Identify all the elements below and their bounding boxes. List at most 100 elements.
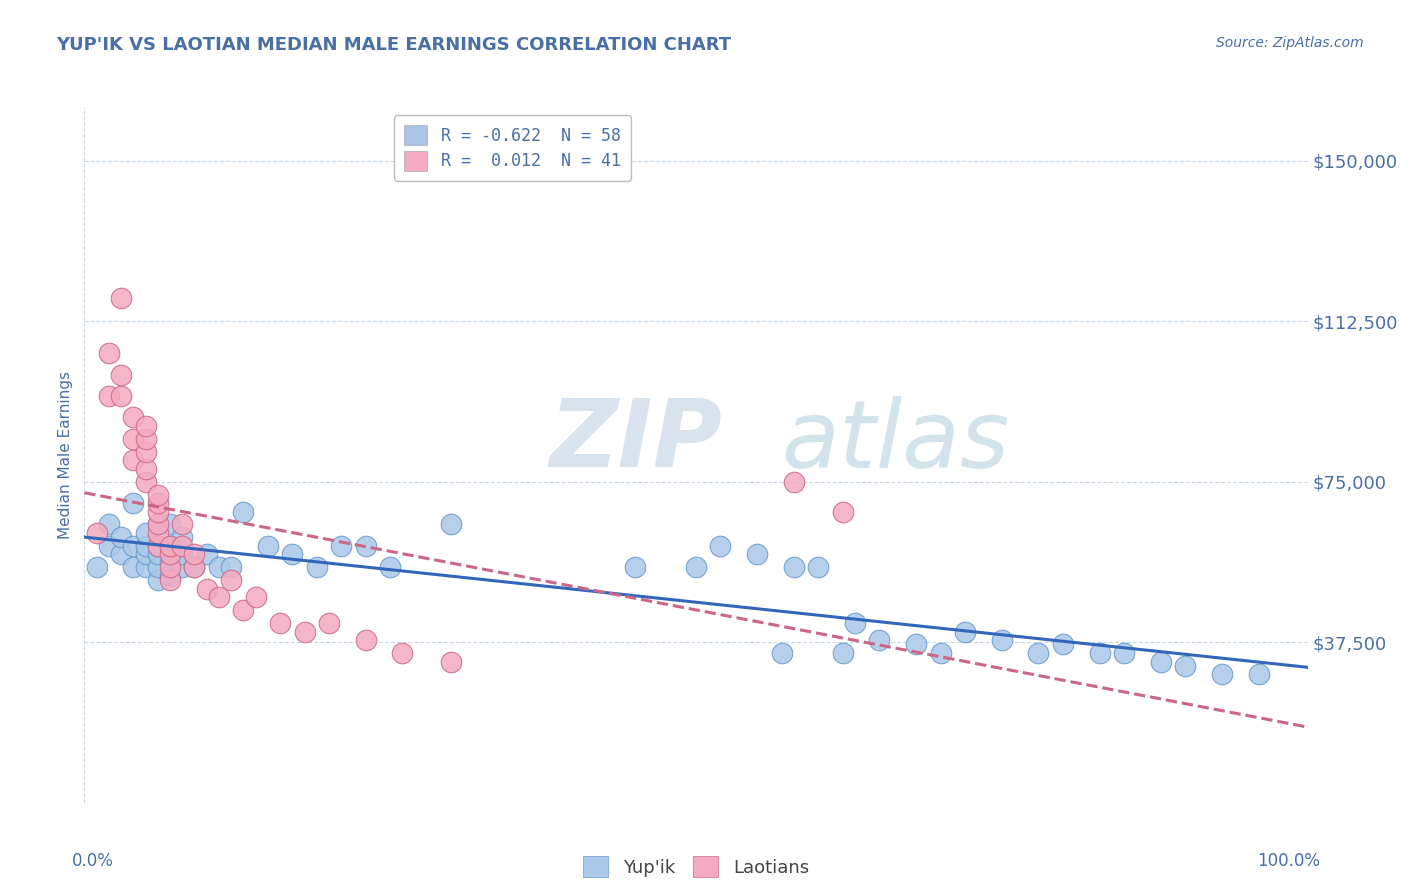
Point	[183, 560, 205, 574]
Point	[783, 560, 806, 574]
Point	[159, 560, 181, 574]
Point	[232, 603, 254, 617]
Point	[208, 560, 231, 574]
Point	[807, 560, 830, 574]
Point	[257, 539, 280, 553]
Point	[747, 548, 769, 562]
Point	[770, 646, 793, 660]
Point	[122, 432, 145, 446]
Point	[135, 462, 157, 476]
Point	[135, 444, 157, 458]
Point	[183, 560, 205, 574]
Point	[1247, 667, 1270, 681]
Point	[294, 624, 316, 639]
Point	[219, 573, 242, 587]
Point	[97, 389, 120, 403]
Point	[159, 573, 181, 587]
Point	[122, 453, 145, 467]
Point	[159, 517, 181, 532]
Point	[269, 615, 291, 630]
Point	[219, 560, 242, 574]
Point	[146, 505, 169, 519]
Point	[953, 624, 976, 639]
Point	[831, 505, 853, 519]
Point	[110, 389, 132, 403]
Point	[146, 487, 169, 501]
Point	[172, 517, 194, 532]
Text: Source: ZipAtlas.com: Source: ZipAtlas.com	[1216, 36, 1364, 50]
Point	[97, 346, 120, 360]
Point	[208, 591, 231, 605]
Point	[195, 582, 218, 596]
Point	[1174, 658, 1197, 673]
Point	[172, 530, 194, 544]
Point	[354, 539, 377, 553]
Point	[135, 526, 157, 541]
Point	[110, 368, 132, 382]
Point	[159, 539, 181, 553]
Point	[159, 539, 181, 553]
Point	[135, 419, 157, 434]
Text: 100.0%: 100.0%	[1257, 852, 1320, 870]
Point	[135, 432, 157, 446]
Point	[172, 548, 194, 562]
Point	[159, 548, 181, 562]
Point	[135, 548, 157, 562]
Point	[135, 560, 157, 574]
Point	[135, 539, 157, 553]
Point	[245, 591, 267, 605]
Point	[146, 517, 169, 532]
Point	[354, 633, 377, 648]
Point	[146, 526, 169, 541]
Point	[135, 475, 157, 489]
Point	[122, 496, 145, 510]
Point	[86, 560, 108, 574]
Point	[1150, 655, 1173, 669]
Point	[709, 539, 731, 553]
Point	[122, 560, 145, 574]
Point	[318, 615, 340, 630]
Point	[146, 548, 169, 562]
Point	[159, 556, 181, 570]
Point	[159, 569, 181, 583]
Point	[391, 646, 413, 660]
Text: YUP'IK VS LAOTIAN MEDIAN MALE EARNINGS CORRELATION CHART: YUP'IK VS LAOTIAN MEDIAN MALE EARNINGS C…	[56, 36, 731, 54]
Point	[146, 560, 169, 574]
Point	[831, 646, 853, 660]
Point	[330, 539, 353, 553]
Point	[990, 633, 1012, 648]
Point	[281, 548, 304, 562]
Point	[844, 615, 866, 630]
Point	[1028, 646, 1050, 660]
Text: ZIP: ZIP	[550, 395, 723, 487]
Text: 0.0%: 0.0%	[72, 852, 114, 870]
Point	[110, 548, 132, 562]
Point	[1211, 667, 1233, 681]
Point	[146, 539, 169, 553]
Point	[232, 505, 254, 519]
Point	[146, 496, 169, 510]
Point	[172, 539, 194, 553]
Point	[97, 539, 120, 553]
Point	[146, 539, 169, 553]
Text: atlas: atlas	[782, 395, 1010, 486]
Point	[305, 560, 328, 574]
Point	[1088, 646, 1111, 660]
Point	[869, 633, 891, 648]
Point	[122, 410, 145, 425]
Point	[110, 291, 132, 305]
Point	[380, 560, 402, 574]
Point	[195, 548, 218, 562]
Legend: Yup'ik, Laotians: Yup'ik, Laotians	[576, 849, 815, 884]
Point	[97, 517, 120, 532]
Point	[122, 539, 145, 553]
Y-axis label: Median Male Earnings: Median Male Earnings	[58, 371, 73, 539]
Point	[172, 560, 194, 574]
Point	[1052, 637, 1074, 651]
Point	[183, 548, 205, 562]
Point	[440, 517, 463, 532]
Point	[110, 530, 132, 544]
Point	[929, 646, 952, 660]
Point	[905, 637, 928, 651]
Point	[146, 573, 169, 587]
